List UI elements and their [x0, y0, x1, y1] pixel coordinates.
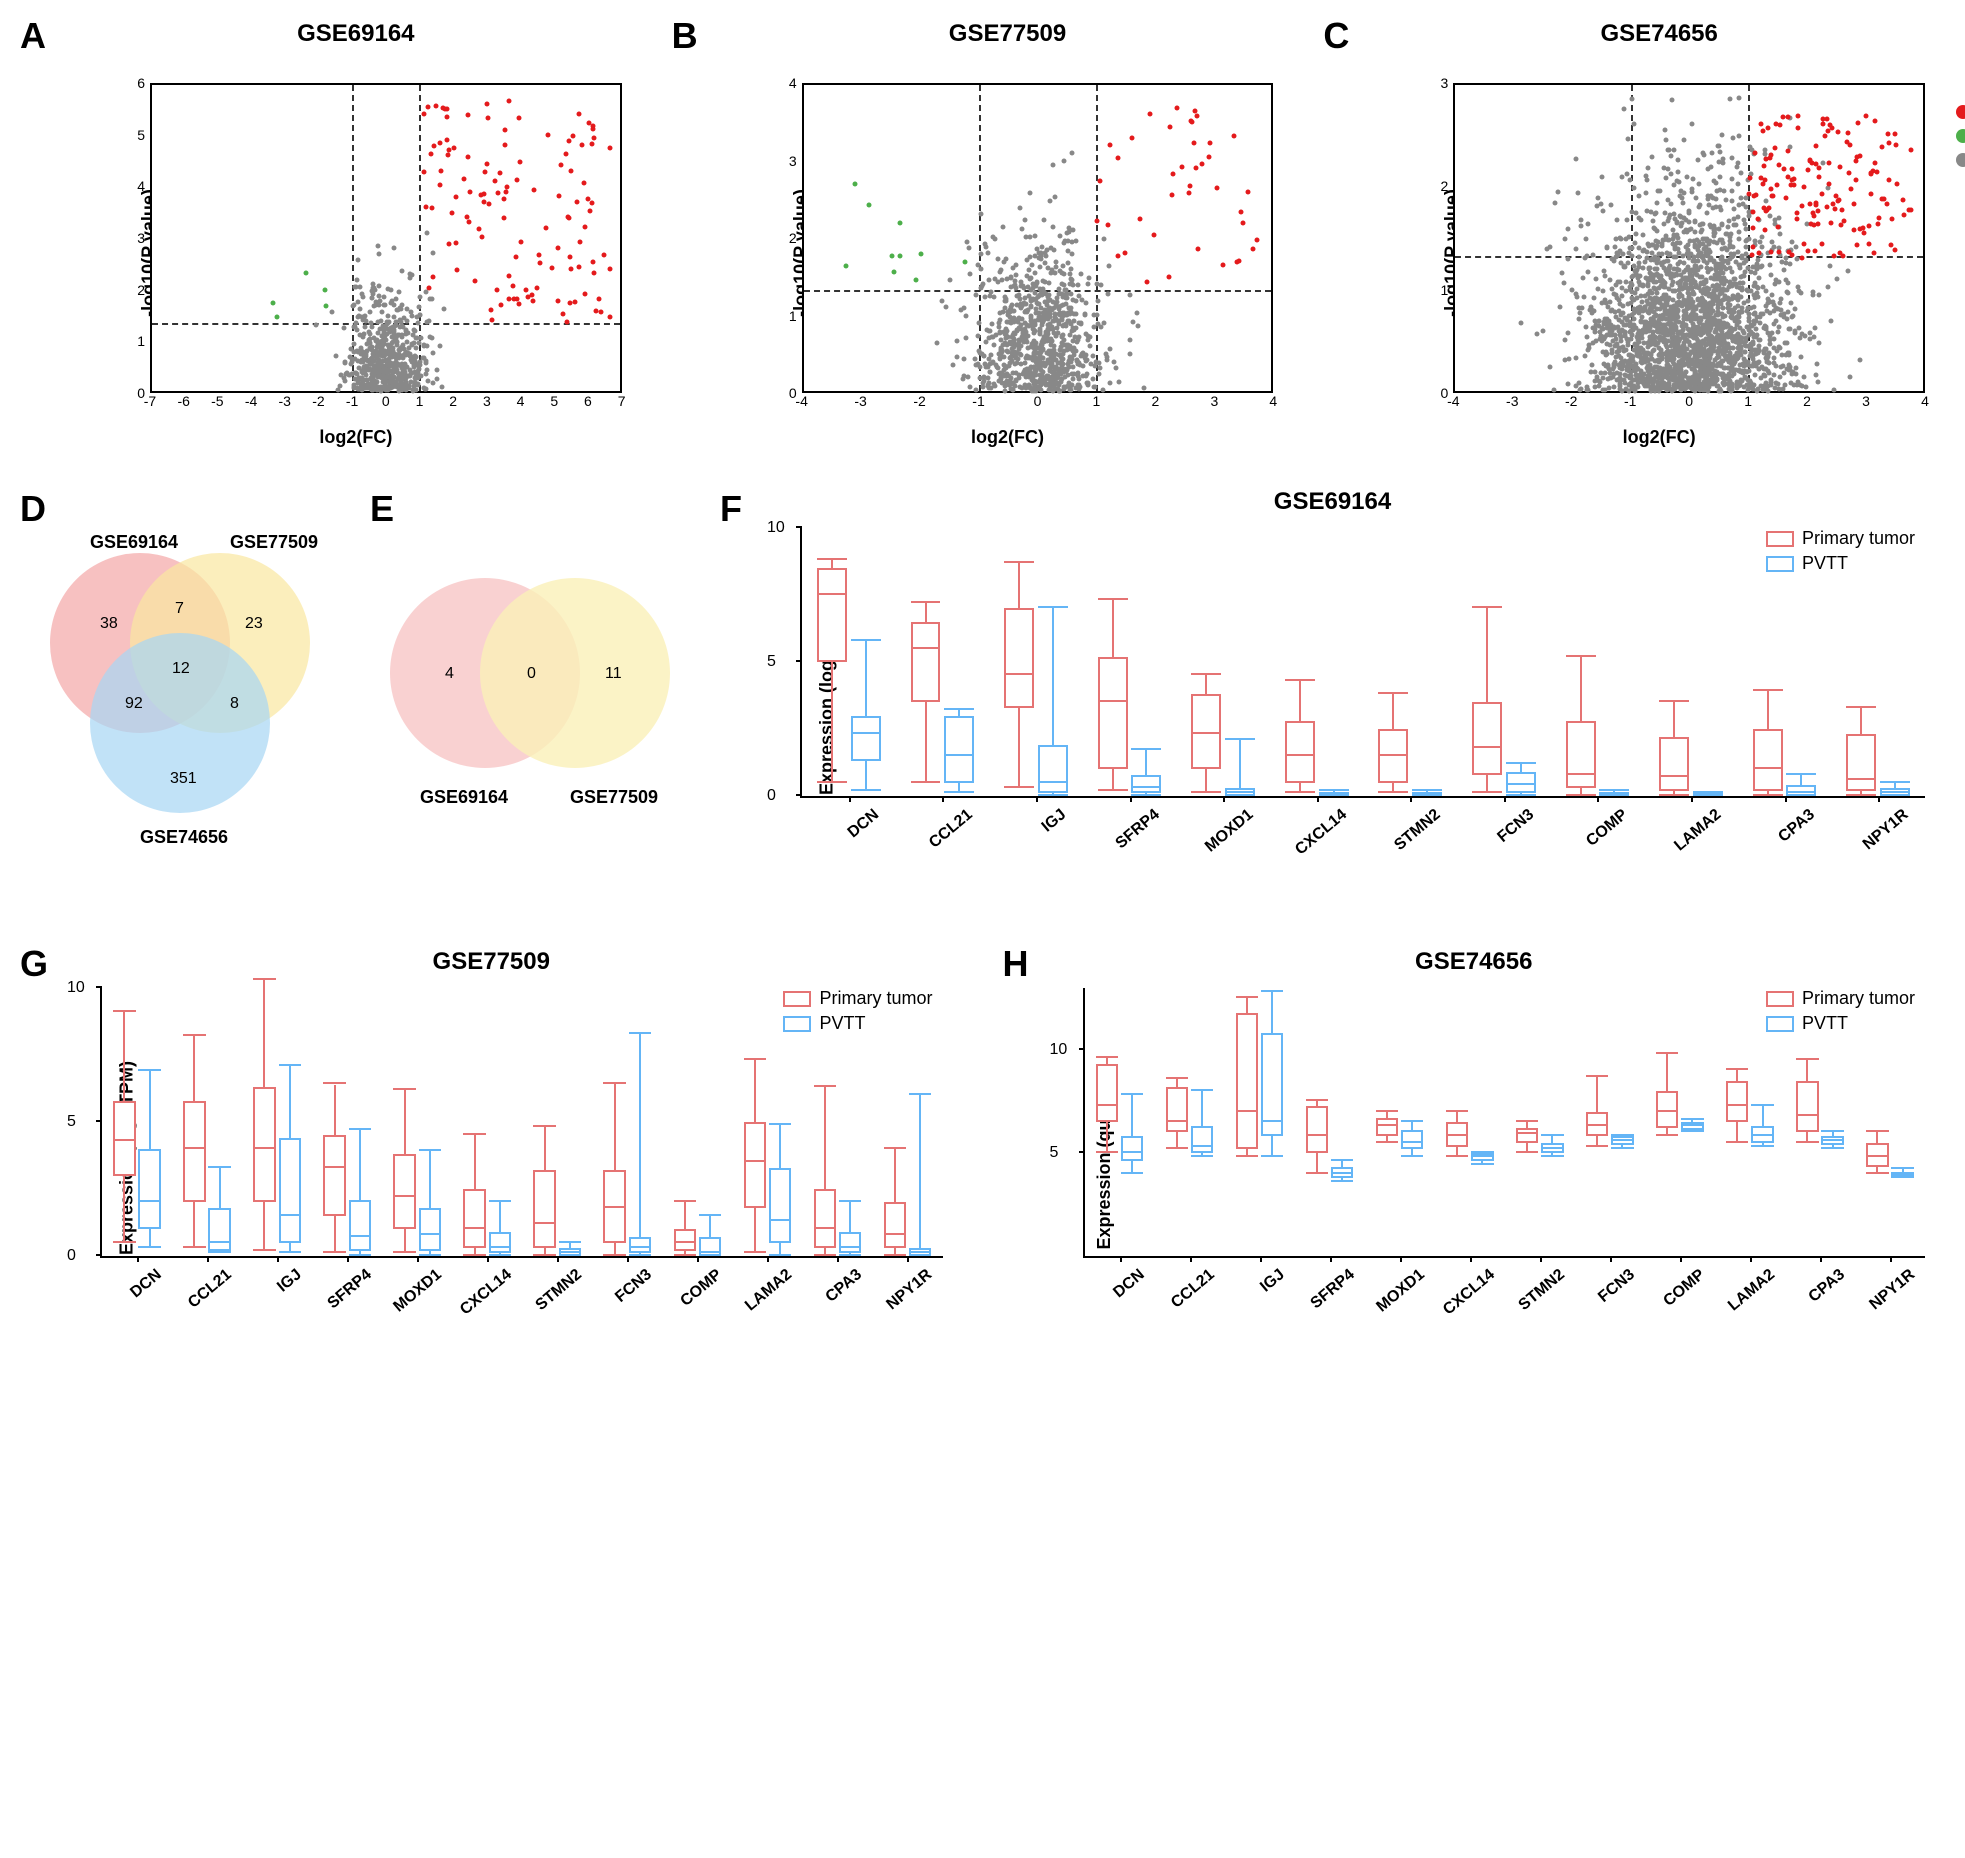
panel-B: B GSE77509 -log10(P value) 01234 -4-3-2-…: [672, 20, 1294, 453]
xlabel: log2(FC): [971, 427, 1044, 448]
volcano-A: -log10(P value) 0123456 -7-6-5-4-3-2-101…: [70, 53, 642, 453]
venn-count: 11: [605, 665, 622, 682]
box-legend: Primary tumor PVTT: [783, 988, 932, 1038]
swatch-icon: [783, 1016, 811, 1032]
legend-text: Primary tumor: [1802, 988, 1915, 1009]
legend-nodiff: No difference: [1956, 151, 1965, 169]
chart-title: GSE69164: [720, 488, 1945, 516]
dot-icon: [1956, 105, 1965, 119]
row2: D GSE69164 GSE77509 GSE74656 38 23 351 7…: [20, 493, 1945, 908]
venn-count: 38: [100, 615, 118, 632]
venn-D: GSE69164 GSE77509 GSE74656 38 23 351 7 9…: [20, 493, 340, 873]
panel-F: F GSE69164 Expression (log2 TPM) 0510DCN…: [720, 493, 1945, 908]
swatch-icon: [1766, 556, 1794, 572]
legend-text: Primary tumor: [819, 988, 932, 1009]
swatch-icon: [783, 991, 811, 1007]
xlabel: log2(FC): [1623, 427, 1696, 448]
panel-C: C GSE74656 -log10(P value) 0123 -4-3-2-1…: [1323, 20, 1945, 453]
chart-title: GSE77509: [20, 948, 963, 976]
x-ticks: -7-6-5-4-3-2-101234567: [150, 393, 622, 418]
x-ticks: -4-3-2-101234: [802, 393, 1274, 418]
venn-svg: GSE69164 GSE77509 4 11 0: [370, 493, 690, 873]
volcano-legend: Up-regulation Down-regulation No differe…: [1956, 103, 1965, 175]
venn-count: 8: [230, 695, 239, 712]
y-ticks: 0123456: [120, 83, 150, 393]
chart-title: GSE74656: [1373, 20, 1945, 48]
venn-E: GSE69164 GSE77509 4 11 0: [370, 493, 690, 873]
panel-H: H GSE74656 Expression (quantile) 510DCNC…: [1003, 948, 1946, 1368]
box-legend: Primary tumor PVTT: [1766, 988, 1915, 1038]
legend-pvtt: PVTT: [1766, 1013, 1915, 1034]
swatch-icon: [1766, 531, 1794, 547]
venn-count: 7: [175, 600, 184, 617]
venn-label-b: GSE77509: [230, 532, 318, 552]
legend-primary: Primary tumor: [783, 988, 932, 1009]
panel-label: B: [672, 15, 698, 57]
y-ticks: 01234: [772, 83, 802, 393]
venn-svg: GSE69164 GSE77509 GSE74656 38 23 351 7 9…: [20, 493, 340, 873]
legend-text: PVTT: [1802, 553, 1848, 574]
y-ticks: 0123: [1423, 83, 1453, 393]
plot-area: [1453, 83, 1925, 393]
legend-down: Down-regulation: [1956, 127, 1965, 145]
venn-label-b: GSE77509: [570, 787, 658, 807]
panel-E: E GSE69164 GSE77509 4 11 0: [370, 493, 690, 908]
row1: A GSE69164 -log10(P value) 0123456 -7-6-…: [20, 20, 1945, 453]
boxplot-F: GSE69164 Expression (log2 TPM) 0510DCNCC…: [720, 488, 1945, 908]
legend-text: PVTT: [1802, 1013, 1848, 1034]
boxplot-H: GSE74656 Expression (quantile) 510DCNCCL…: [1003, 948, 1946, 1368]
dot-icon: [1956, 129, 1965, 143]
panel-A: A GSE69164 -log10(P value) 0123456 -7-6-…: [20, 20, 642, 453]
chart-title: GSE77509: [722, 20, 1294, 48]
venn-count: 0: [527, 665, 536, 682]
panel-D: D GSE69164 GSE77509 GSE74656 38 23 351 7…: [20, 493, 340, 908]
plot-area: 0510DCNCCL21IGJSFRP4MOXD1CXCL14STMN2FCN3…: [800, 528, 1925, 798]
venn-label-a: GSE69164: [90, 532, 178, 552]
swatch-icon: [1766, 991, 1794, 1007]
venn-label-c: GSE74656: [140, 827, 228, 847]
venn-circle-b: [480, 578, 670, 768]
volcano-B: -log10(P value) 01234 -4-3-2-101234 log2…: [722, 53, 1294, 453]
panel-label: C: [1323, 15, 1349, 57]
legend-up: Up-regulation: [1956, 103, 1965, 121]
venn-count: 4: [445, 665, 454, 682]
venn-count: 92: [125, 695, 143, 712]
plot-area: [802, 83, 1274, 393]
chart-title: GSE69164: [70, 20, 642, 48]
dot-icon: [1956, 153, 1965, 167]
panel-label: A: [20, 15, 46, 57]
legend-pvtt: PVTT: [1766, 553, 1915, 574]
panel-G: G GSE77509 Expression (log2 TPM) 0510DCN…: [20, 948, 963, 1368]
volcano-C: -log10(P value) 0123 -4-3-2-101234 log2(…: [1373, 53, 1945, 453]
row3: G GSE77509 Expression (log2 TPM) 0510DCN…: [20, 948, 1945, 1368]
legend-primary: Primary tumor: [1766, 988, 1915, 1009]
venn-count: 23: [245, 615, 263, 632]
swatch-icon: [1766, 1016, 1794, 1032]
x-ticks: -4-3-2-101234: [1453, 393, 1925, 418]
legend-text: Primary tumor: [1802, 528, 1915, 549]
boxplot-G: GSE77509 Expression (log2 TPM) 0510DCNCC…: [20, 948, 963, 1368]
venn-label-a: GSE69164: [420, 787, 508, 807]
venn-count: 12: [172, 660, 190, 677]
plot-area: [150, 83, 622, 393]
venn-count: 351: [170, 770, 197, 787]
xlabel: log2(FC): [319, 427, 392, 448]
legend-text: PVTT: [819, 1013, 865, 1034]
legend-pvtt: PVTT: [783, 1013, 932, 1034]
chart-title: GSE74656: [1003, 948, 1946, 976]
box-legend: Primary tumor PVTT: [1766, 528, 1915, 578]
legend-primary: Primary tumor: [1766, 528, 1915, 549]
